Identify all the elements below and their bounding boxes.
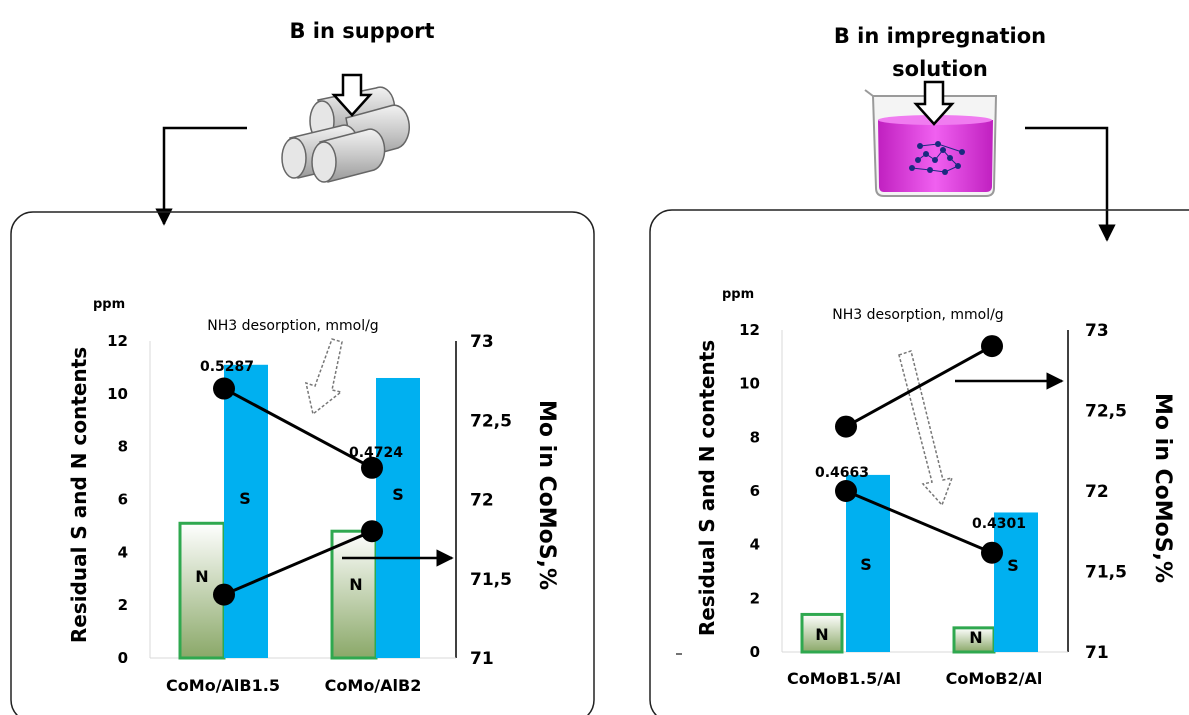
right-tick-label: 72,5 xyxy=(470,411,512,431)
bar-n-label: N xyxy=(195,567,208,586)
bar-n-label: N xyxy=(969,628,982,647)
nh3-point-label: 0.4301 xyxy=(972,516,1026,532)
left-panel-frame xyxy=(10,211,595,715)
bar-n-label: N xyxy=(815,625,828,644)
nh3-point xyxy=(361,456,383,479)
y-tick-label: 6 xyxy=(750,482,760,500)
y-tick-label: 2 xyxy=(750,589,760,607)
bar-n-como-alb2 xyxy=(330,529,378,660)
bar-s-label: S xyxy=(860,555,872,574)
bar-n-comob2-al xyxy=(952,626,996,654)
left-nh3-label: NH3 desorption, mmol/g xyxy=(207,318,378,334)
y-tick-label: 6 xyxy=(118,491,128,509)
nh3-line xyxy=(223,387,373,470)
right-tick-label: 72 xyxy=(470,491,494,511)
right-nh3-label: NH3 desorption, mmol/g xyxy=(832,307,1003,323)
right-tick-label: 71 xyxy=(1085,643,1109,663)
right-y-axis-label: Residual S and N contents xyxy=(695,340,719,636)
y-tick-label: 10 xyxy=(739,375,760,393)
y-tick-label: 10 xyxy=(107,385,128,403)
bar-n-label: N xyxy=(349,575,362,594)
bar-n-comob15-al xyxy=(800,612,844,654)
bar-s-label: S xyxy=(239,489,251,508)
y-tick-label: 12 xyxy=(107,332,128,350)
mo-point xyxy=(981,335,1003,358)
mo-line xyxy=(845,344,993,428)
left-connector-arrow xyxy=(155,126,247,226)
mo-point xyxy=(361,520,383,543)
bar-s-comob2-al xyxy=(994,512,1038,652)
y-tick-label: 12 xyxy=(739,321,760,339)
right-tick-label: 71 xyxy=(470,649,494,669)
y-tick-label: 2 xyxy=(118,596,128,614)
bar-s-como-alb2 xyxy=(376,377,420,658)
left-ppm-unit: ppm xyxy=(93,297,125,312)
bar-s-label: S xyxy=(392,485,404,504)
nh3-point-label: 0.4663 xyxy=(815,465,869,481)
left-header: B in support xyxy=(289,19,434,43)
nh3-point xyxy=(213,377,235,400)
nh3-point-label: 0.4724 xyxy=(349,445,403,461)
nh3-line xyxy=(845,489,993,555)
bar-s-comob15-al xyxy=(846,474,890,652)
category-label: CoMoB1.5/Al xyxy=(787,669,901,688)
right-panel-frame xyxy=(649,209,1189,715)
bar-s-como-alb15 xyxy=(224,364,268,658)
mo-line xyxy=(223,529,373,596)
right-header-line2: solution xyxy=(892,57,988,81)
mo-point xyxy=(213,583,235,606)
bar-s-label: S xyxy=(1007,556,1019,575)
y-tick-label: 0 xyxy=(118,649,128,667)
right-tick-label: 71,5 xyxy=(1085,563,1127,583)
left-right-axis-label: Mo in CoMoS,% xyxy=(534,400,559,590)
right-tick-label: 72,5 xyxy=(1085,402,1127,422)
y-tick-label: 4 xyxy=(750,536,760,554)
category-label: CoMo/AlB2 xyxy=(325,676,422,695)
right-ppm-unit: ppm xyxy=(722,287,754,302)
y-tick-label: 4 xyxy=(118,543,128,561)
right-tick-label: 72 xyxy=(1085,482,1109,502)
y-tick-label: 0 xyxy=(750,643,760,661)
category-label: CoMoB2/Al xyxy=(946,669,1043,688)
left-chart: ppm Residual S and N contents Mo in CoMo… xyxy=(67,297,559,695)
mo-point xyxy=(835,415,857,438)
right-chart: ppm Residual S and N contents Mo in CoMo… xyxy=(676,287,1175,688)
beaker-icon xyxy=(864,89,998,197)
nh3-point xyxy=(981,541,1003,564)
right-tick-label: 73 xyxy=(470,332,494,352)
right-connector-arrow xyxy=(1025,126,1116,242)
right-right-axis-label: Mo in CoMoS,% xyxy=(1150,393,1175,583)
nh3-point-label: 0.5287 xyxy=(200,359,254,375)
support-cylinders-icon xyxy=(281,86,410,183)
left-y-axis-label: Residual S and N contents xyxy=(67,347,91,643)
down-arrow-icon xyxy=(913,80,955,126)
nh3-point xyxy=(835,480,857,502)
right-tick-label: 73 xyxy=(1085,321,1109,341)
down-arrow-icon xyxy=(331,73,373,117)
right-header-line1: B in impregnation xyxy=(834,24,1046,48)
nh3-trend-arrow-icon xyxy=(304,338,343,416)
y-tick-label: 8 xyxy=(750,428,760,446)
right-tick-label: 71,5 xyxy=(470,570,512,590)
category-label: CoMo/AlB1.5 xyxy=(166,676,280,695)
y-tick-label: 8 xyxy=(118,438,128,456)
